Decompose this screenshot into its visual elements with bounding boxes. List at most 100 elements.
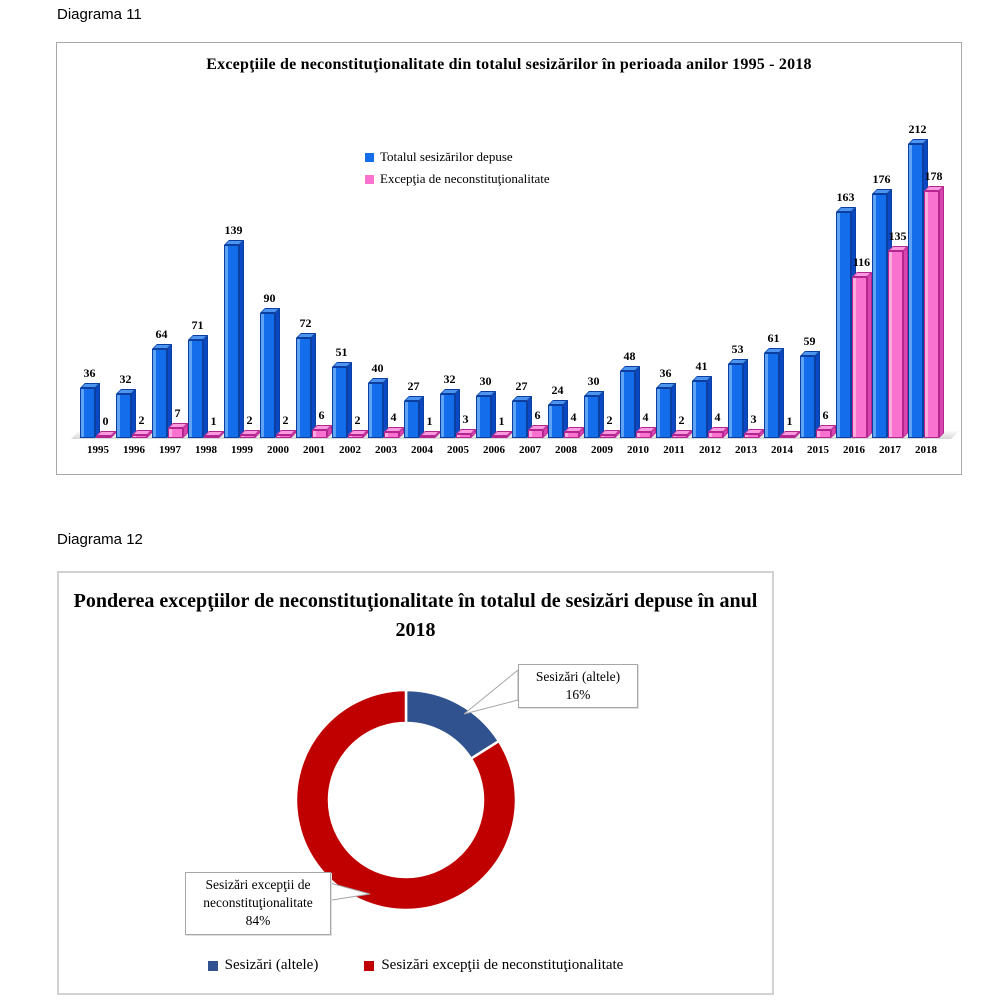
bar-value-label: 163 xyxy=(836,190,855,204)
bar-totalul-2017: 176 xyxy=(872,172,892,438)
bar-face xyxy=(440,394,455,438)
bar-face xyxy=(132,435,147,438)
bar-exceptia-2007: 6 xyxy=(528,408,548,438)
year-label-1998: 1998 xyxy=(195,444,217,456)
bar-value-label: 27 xyxy=(515,379,528,393)
bar-totalul-2001: 72 xyxy=(296,316,316,438)
bar-value-label: 0 xyxy=(102,414,109,428)
bar-value-label: 27 xyxy=(407,379,420,393)
bar-exceptia-2005: 3 xyxy=(456,412,476,438)
bar-face xyxy=(800,356,815,438)
bar-face xyxy=(492,436,507,438)
leader-altele xyxy=(463,668,519,715)
legend-label-altele: Sesizări (altele) xyxy=(224,957,319,973)
bar-face xyxy=(368,383,383,438)
bar-value-label: 24 xyxy=(551,383,564,397)
bar-value-label: 48 xyxy=(623,349,636,363)
year-label-2017: 2017 xyxy=(879,444,901,456)
bar-exceptia-1996: 2 xyxy=(132,413,152,438)
bar-face xyxy=(512,401,527,438)
bar-totalul-2003: 40 xyxy=(368,361,388,438)
bar-value-label: 4 xyxy=(714,410,721,424)
callout2-percent: 84% xyxy=(245,913,271,929)
bar-exceptia-1999: 2 xyxy=(240,413,260,438)
year-label-1996: 1996 xyxy=(123,444,145,456)
bar-exceptia-2014: 1 xyxy=(780,414,800,438)
bar-value-label: 32 xyxy=(119,372,132,386)
bar-totalul-2006: 30 xyxy=(476,374,496,438)
bar-exceptia-2006: 1 xyxy=(492,414,512,438)
callout1-percent: 16% xyxy=(565,687,591,703)
bar-exceptia-2000: 2 xyxy=(276,413,296,438)
bar-face xyxy=(296,338,311,438)
year-label-2018: 2018 xyxy=(915,444,937,456)
bar-face xyxy=(836,212,851,438)
bar-totalul-2007: 27 xyxy=(512,379,532,438)
bar-side xyxy=(939,186,944,438)
bar-value-label: 2 xyxy=(246,413,253,427)
bar-value-label: 30 xyxy=(479,374,492,388)
bar-exceptia-2013: 3 xyxy=(744,412,764,438)
legend-label-totalul: Totalul sesizărilor depuse xyxy=(380,149,513,164)
bar-exceptia-2015: 6 xyxy=(816,408,836,438)
bar-value-label: 71 xyxy=(191,318,204,332)
bar-exceptia-1998: 1 xyxy=(204,414,224,438)
bar-face xyxy=(548,405,563,438)
bar-face xyxy=(224,245,239,438)
year-label-2005: 2005 xyxy=(447,444,469,456)
bar-face xyxy=(780,436,795,438)
bar-side xyxy=(275,308,280,438)
bar-value-label: 64 xyxy=(155,327,168,341)
bar-face xyxy=(708,432,723,438)
bar-totalul-2008: 24 xyxy=(548,383,568,438)
year-label-2003: 2003 xyxy=(375,444,397,456)
bar-totalul-2016: 163 xyxy=(836,190,856,438)
bar-value-label: 4 xyxy=(390,410,397,424)
bar-totalul-1997: 64 xyxy=(152,327,172,438)
bar-chart-title: Excepţiile de neconstituţionalitate din … xyxy=(206,56,812,73)
year-label-2002: 2002 xyxy=(339,444,361,456)
bar-face xyxy=(420,436,435,438)
callout1-label: Sesizări (altele) xyxy=(535,669,621,684)
bar-face xyxy=(672,435,687,438)
legend-item-totalul: Totalul sesizărilor depuse xyxy=(365,149,550,165)
bar-value-label: 4 xyxy=(570,410,577,424)
bar-face xyxy=(204,436,219,438)
legend-label-exceptii: Sesizări excepţii de neconstituţionalita… xyxy=(381,957,624,973)
bar-face xyxy=(384,432,399,438)
bar-face xyxy=(908,144,923,438)
bar-face xyxy=(744,434,759,438)
bar-face xyxy=(584,396,599,438)
legend-swatch-altele xyxy=(207,960,218,971)
bar-value-label: 72 xyxy=(299,316,312,330)
callout-exceptii: Sesizări excepţii de neconstituţionalita… xyxy=(185,872,331,935)
year-label-2014: 2014 xyxy=(771,444,793,456)
bar-value-label: 2 xyxy=(138,413,145,427)
bar-value-label: 1 xyxy=(786,414,793,428)
diagrama-11-label: Diagrama 11 xyxy=(57,6,142,23)
year-label-2006: 2006 xyxy=(483,444,505,456)
year-label-2016: 2016 xyxy=(843,444,865,456)
bar-face xyxy=(528,430,543,438)
year-label-1997: 1997 xyxy=(159,444,181,456)
legend-item-exceptia: Excepţia de neconstituţionalitate xyxy=(365,171,550,187)
year-label-2001: 2001 xyxy=(303,444,325,456)
bar-face xyxy=(476,396,491,438)
bar-value-label: 2 xyxy=(606,413,613,427)
legend-item-altele: Sesizări (altele) xyxy=(207,957,319,974)
bar-face xyxy=(764,353,779,438)
bar-value-label: 6 xyxy=(534,408,541,422)
bar-face xyxy=(888,251,903,438)
bar-face xyxy=(260,313,275,438)
bar-totalul-2013: 53 xyxy=(728,342,748,438)
bar-face xyxy=(332,367,347,438)
bar-side xyxy=(347,362,352,438)
bar-totalul-2005: 32 xyxy=(440,372,460,438)
bar-value-label: 176 xyxy=(872,172,891,186)
bar-value-label: 4 xyxy=(642,410,649,424)
bar-totalul-1998: 71 xyxy=(188,318,208,438)
year-label-2012: 2012 xyxy=(699,444,721,456)
bar-value-label: 6 xyxy=(822,408,829,422)
bar-side xyxy=(779,348,784,438)
bar-totalul-2010: 48 xyxy=(620,349,640,438)
